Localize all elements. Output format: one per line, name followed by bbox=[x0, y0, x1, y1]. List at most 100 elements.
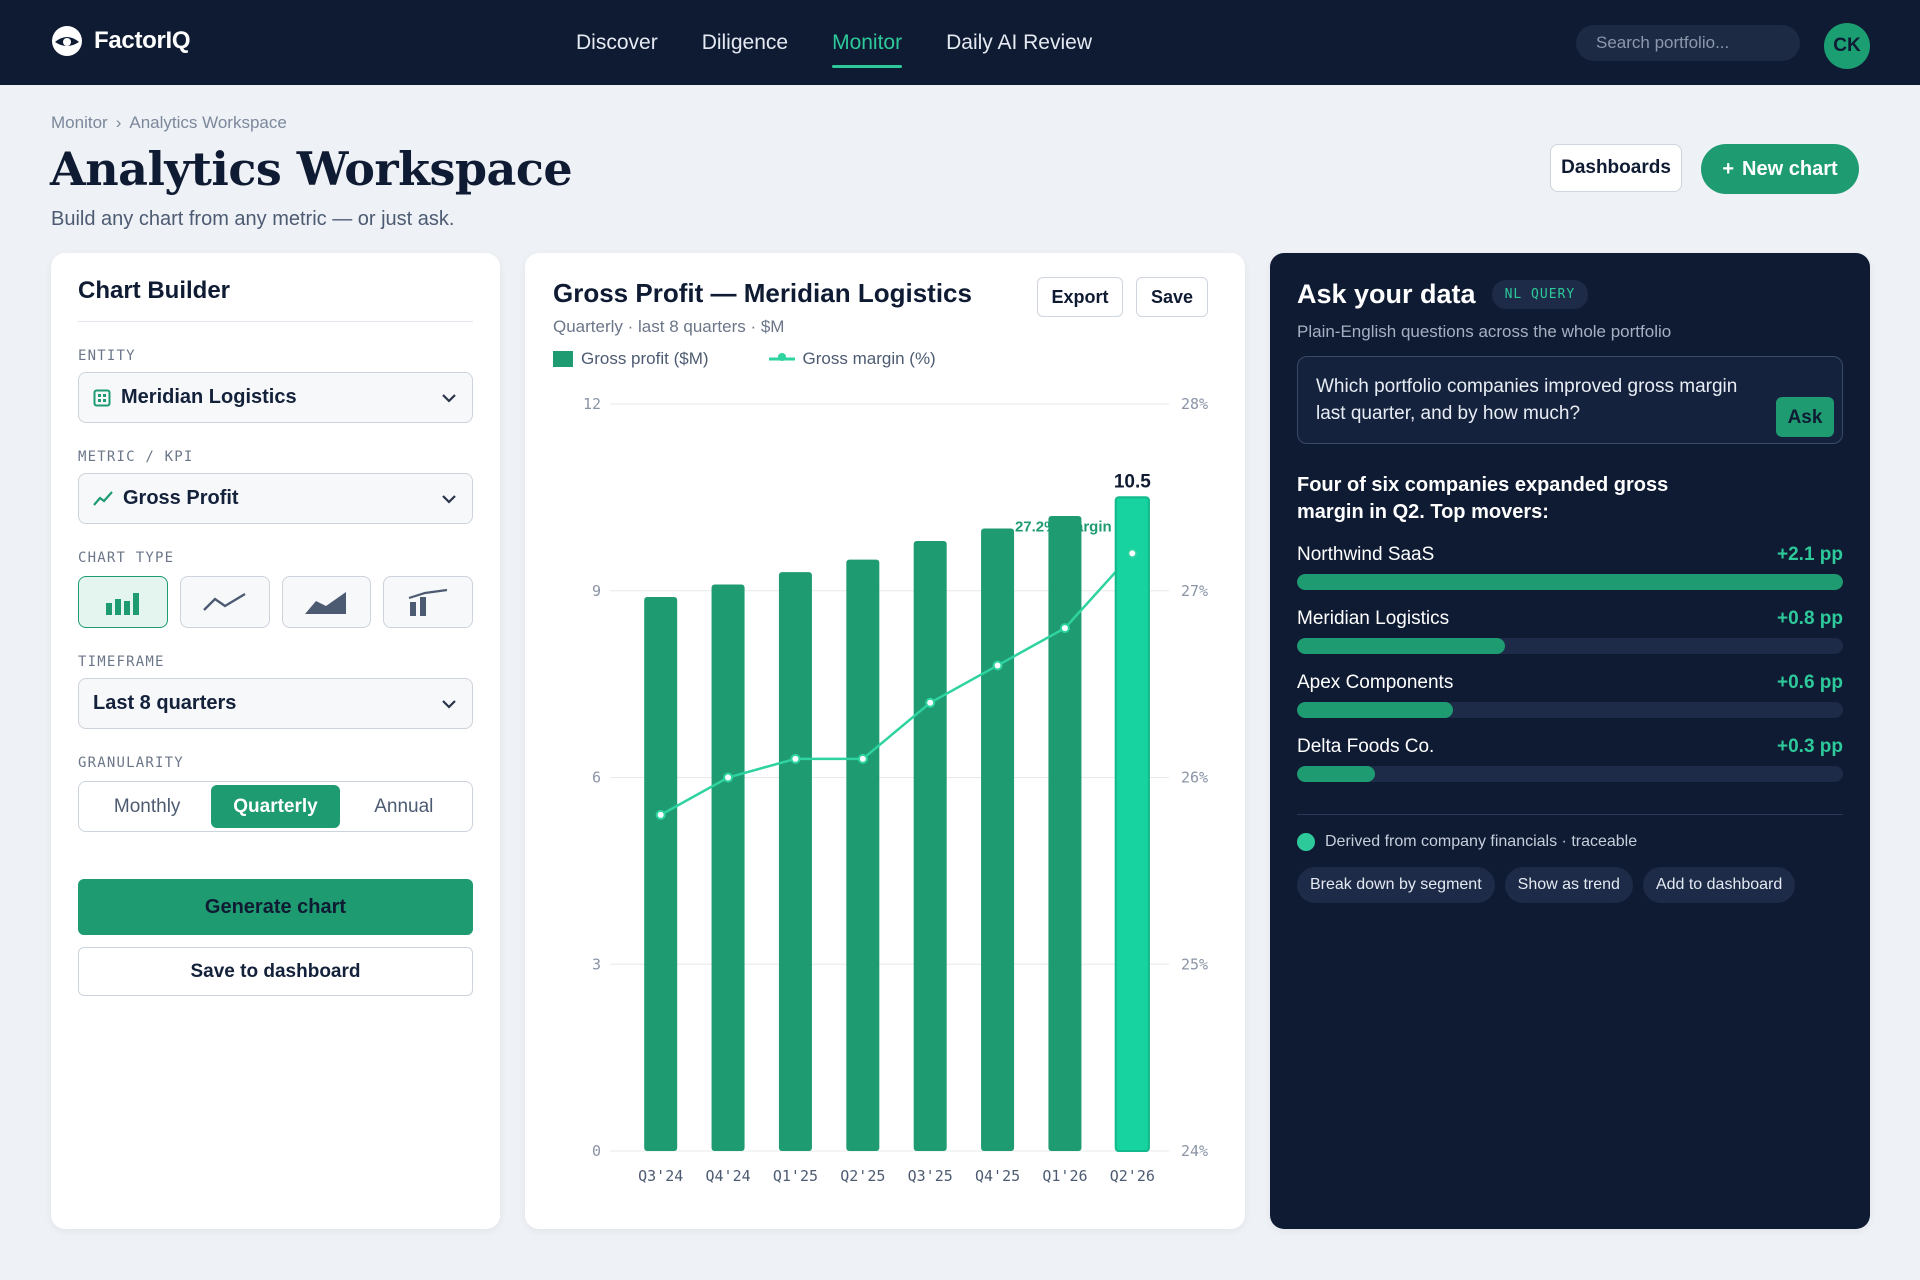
line-chart-icon bbox=[202, 592, 246, 611]
query-text: Which portfolio companies improved gross… bbox=[1316, 376, 1738, 424]
y-tick-label-right: 27% bbox=[1181, 582, 1208, 600]
breadcrumb-monitor[interactable]: Monitor bbox=[51, 113, 108, 132]
nav-diligence[interactable]: Diligence bbox=[701, 30, 789, 54]
chevron-down-icon bbox=[442, 394, 456, 403]
chip-break-down-by-segment[interactable]: Break down by segment bbox=[1297, 867, 1495, 903]
ask-button-label: Ask bbox=[1787, 406, 1823, 428]
breadcrumb: Monitor › Analytics Workspace bbox=[51, 113, 287, 133]
chart-panel: 0 24% 3 25% 6 26% 9 27% 12 28% Q3'24 Q4'24 Q1'25 Q2'2… bbox=[525, 253, 1245, 1229]
dashboards-button[interactable]: Dashboards bbox=[1550, 144, 1682, 192]
nav-monitor[interactable]: Monitor bbox=[832, 0, 903, 85]
x-tick-label: Q2'26 bbox=[1110, 1167, 1155, 1185]
main-nav: Discover Diligence Monitor Daily AI Revi… bbox=[576, 0, 1092, 85]
mover-delta: +0.8 pp bbox=[1777, 608, 1843, 629]
page-subtitle: Build any chart from any metric — or jus… bbox=[51, 208, 455, 230]
mover-item: Meridian Logistics +0.8 pp bbox=[1297, 608, 1843, 654]
bar-Q2'25 bbox=[846, 559, 880, 1151]
granularity-quarterly[interactable]: Quarterly bbox=[211, 785, 340, 828]
chart-type-bar[interactable] bbox=[78, 576, 168, 628]
granularity-annual[interactable]: Annual bbox=[374, 795, 434, 817]
metric-select[interactable]: Gross Profit bbox=[78, 473, 473, 524]
query-input[interactable]: Which portfolio companies improved gross… bbox=[1297, 356, 1843, 444]
nav-discover[interactable]: Discover bbox=[576, 30, 658, 54]
nav-daily-ai-review[interactable]: Daily AI Review bbox=[946, 30, 1092, 54]
combo-chart-icon bbox=[408, 588, 448, 616]
x-tick-label: Q1'26 bbox=[1042, 1167, 1087, 1185]
granularity-monthly[interactable]: Monthly bbox=[113, 795, 181, 817]
chip-add-to-dashboard[interactable]: Add to dashboard bbox=[1642, 867, 1796, 903]
bar-Q4'24 bbox=[711, 584, 745, 1151]
mover-bar-track bbox=[1297, 702, 1843, 718]
bar-Q3'25 bbox=[913, 540, 947, 1151]
granularity-toggle: Monthly Quarterly Annual bbox=[78, 781, 473, 832]
mover-delta: +0.6 pp bbox=[1777, 672, 1843, 693]
chart-type-combo[interactable] bbox=[383, 576, 473, 628]
ask-header: Ask your data NL QUERY bbox=[1297, 279, 1843, 310]
ask-subtitle: Plain-English questions across the whole… bbox=[1297, 322, 1672, 341]
x-tick-label: Q4'24 bbox=[705, 1167, 750, 1185]
y-tick-label-right: 28% bbox=[1181, 395, 1208, 413]
margin-point bbox=[1127, 548, 1138, 559]
bar-Q3'24 bbox=[644, 596, 678, 1151]
breadcrumb-separator: › bbox=[115, 113, 122, 132]
chart-builder-title: Chart Builder bbox=[78, 277, 231, 304]
margin-point bbox=[992, 660, 1003, 671]
chip-show-as-trend[interactable]: Show as trend bbox=[1504, 867, 1633, 903]
breadcrumb-current: Analytics Workspace bbox=[129, 113, 287, 132]
mover-name: Meridian Logistics bbox=[1297, 608, 1450, 629]
margin-point bbox=[723, 772, 734, 783]
app-name: FactorIQ bbox=[94, 27, 191, 54]
x-tick-label: Q1'25 bbox=[773, 1167, 818, 1185]
chart-type-area[interactable] bbox=[281, 576, 372, 628]
legend-swatch-line bbox=[768, 353, 795, 361]
x-tick-label: Q4'25 bbox=[975, 1167, 1020, 1185]
metric-value: Gross Profit bbox=[123, 487, 239, 509]
granularity-label: GRANULARITY bbox=[78, 755, 184, 771]
timeframe-value: Last 8 quarters bbox=[93, 692, 237, 714]
export-button[interactable]: Export bbox=[1037, 277, 1123, 317]
y-tick-label-left: 3 bbox=[592, 955, 601, 973]
search-input[interactable] bbox=[1576, 25, 1800, 61]
user-avatar[interactable]: CK bbox=[1824, 23, 1870, 69]
factoriq-logo-icon bbox=[52, 26, 82, 56]
chart-type-line[interactable] bbox=[179, 576, 270, 628]
trend-line-icon bbox=[93, 490, 113, 506]
y-tick-label-right: 26% bbox=[1181, 769, 1208, 787]
ask-button[interactable]: Ask bbox=[1776, 397, 1834, 437]
mover-item: Apex Components +0.6 pp bbox=[1297, 672, 1843, 718]
y-tick-label-right: 25% bbox=[1181, 955, 1208, 973]
app-logo[interactable]: FactorIQ bbox=[50, 24, 191, 58]
source-note: Derived from company financials · tracea… bbox=[1297, 833, 1843, 851]
building-icon bbox=[93, 389, 111, 406]
y-tick-label-left: 6 bbox=[592, 769, 601, 787]
mover-delta: +0.3 pp bbox=[1777, 736, 1843, 757]
generate-chart-button[interactable]: Generate chart bbox=[78, 879, 473, 935]
metric-label: METRIC / KPI bbox=[78, 449, 194, 465]
margin-point bbox=[790, 753, 801, 764]
margin-point bbox=[655, 809, 666, 820]
follow-up-chips: Break down by segment Show as trend Add … bbox=[1297, 867, 1843, 903]
mover-bar-fill bbox=[1297, 638, 1505, 654]
timeframe-select[interactable]: Last 8 quarters bbox=[78, 678, 473, 729]
chart-legend: Gross profit ($M) Gross margin (%) bbox=[553, 349, 936, 369]
nl-query-badge: NL QUERY bbox=[1491, 280, 1589, 309]
save-to-dashboard-button[interactable]: Save to dashboard bbox=[78, 947, 473, 996]
bar-Q1'26 bbox=[1048, 516, 1082, 1151]
mover-bar-track bbox=[1297, 766, 1843, 782]
x-tick-label: Q3'24 bbox=[638, 1167, 683, 1185]
new-chart-button[interactable]: + New chart bbox=[1701, 144, 1859, 194]
mover-delta: +2.1 pp bbox=[1777, 544, 1843, 565]
new-chart-label: New chart bbox=[1742, 157, 1838, 180]
legend-label-gross-profit: Gross profit ($M) bbox=[581, 349, 709, 368]
ask-title: Ask your data bbox=[1297, 279, 1476, 309]
save-chart-button[interactable]: Save bbox=[1136, 277, 1208, 317]
chevron-down-icon bbox=[442, 700, 456, 709]
chart-type-selector bbox=[78, 576, 473, 628]
entity-value: Meridian Logistics bbox=[121, 386, 297, 408]
timeframe-label: TIMEFRAME bbox=[78, 654, 165, 670]
mover-bar-fill bbox=[1297, 702, 1453, 718]
x-tick-label: Q2'25 bbox=[840, 1167, 885, 1185]
entity-label: ENTITY bbox=[78, 348, 136, 364]
entity-select[interactable]: Meridian Logistics bbox=[78, 372, 473, 423]
divider bbox=[78, 321, 473, 322]
